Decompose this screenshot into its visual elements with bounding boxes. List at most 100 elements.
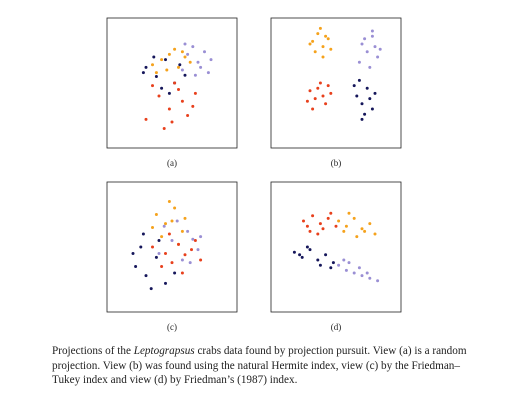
- point: [344, 224, 348, 228]
- point: [196, 248, 200, 252]
- point: [308, 248, 312, 252]
- point: [376, 279, 380, 283]
- point: [160, 86, 164, 90]
- point: [342, 229, 346, 233]
- point: [344, 268, 348, 272]
- figure: (a) (b) (c) (d): [106, 17, 402, 332]
- point: [160, 58, 164, 62]
- point: [308, 89, 312, 93]
- point: [177, 88, 180, 91]
- point: [191, 237, 195, 241]
- panel-frame: [106, 17, 238, 149]
- point: [370, 34, 374, 38]
- point: [151, 84, 154, 88]
- point: [329, 47, 333, 51]
- point: [365, 50, 369, 54]
- point: [180, 229, 184, 233]
- caption-text: Projections of the: [52, 345, 134, 357]
- point: [321, 94, 325, 98]
- point: [167, 232, 171, 236]
- point: [151, 63, 154, 67]
- point: [180, 258, 184, 262]
- point: [180, 50, 184, 54]
- point: [167, 52, 171, 56]
- point: [186, 229, 190, 233]
- point: [308, 229, 312, 233]
- point: [196, 60, 200, 64]
- point: [324, 34, 328, 38]
- point: [305, 99, 309, 103]
- point: [316, 258, 320, 262]
- point: [165, 68, 169, 72]
- point: [134, 265, 138, 268]
- point: [188, 261, 192, 265]
- point: [360, 274, 364, 278]
- point: [164, 222, 167, 226]
- point: [357, 60, 361, 64]
- point: [193, 73, 197, 77]
- point: [154, 213, 158, 216]
- point: [173, 271, 177, 275]
- point: [355, 94, 359, 98]
- point: [199, 258, 203, 262]
- point: [199, 65, 203, 69]
- point: [164, 281, 167, 285]
- point: [363, 37, 367, 41]
- point: [144, 65, 148, 69]
- point: [186, 114, 190, 117]
- point: [313, 50, 317, 54]
- point: [318, 26, 322, 30]
- point: [313, 97, 317, 101]
- caption: Projections of the Leptograpsus crabs da…: [52, 344, 470, 388]
- point: [321, 227, 325, 231]
- point: [175, 219, 179, 223]
- point: [183, 253, 187, 257]
- point: [131, 252, 135, 255]
- point: [368, 97, 372, 101]
- point: [203, 50, 206, 54]
- point: [329, 91, 333, 95]
- point: [355, 235, 359, 239]
- panel-frame: [270, 17, 402, 149]
- point: [167, 107, 171, 111]
- point: [368, 276, 372, 280]
- point: [363, 229, 367, 233]
- point: [152, 55, 156, 59]
- point: [191, 104, 195, 108]
- point: [368, 65, 372, 69]
- point: [337, 219, 341, 223]
- point: [324, 102, 328, 106]
- point: [154, 71, 158, 75]
- point: [206, 71, 210, 75]
- point: [193, 91, 197, 95]
- point: [305, 224, 309, 228]
- point: [151, 226, 154, 229]
- point: [316, 232, 320, 236]
- point: [311, 107, 315, 111]
- point: [318, 81, 322, 85]
- point: [360, 227, 364, 231]
- point: [316, 86, 320, 90]
- point: [324, 253, 328, 257]
- point: [188, 60, 192, 64]
- point: [305, 245, 309, 249]
- point: [373, 45, 377, 49]
- panel-label: (d): [331, 322, 342, 332]
- point: [326, 37, 330, 41]
- point: [300, 255, 304, 259]
- point: [167, 91, 171, 95]
- point: [326, 216, 330, 220]
- point: [157, 252, 161, 255]
- point: [183, 73, 187, 77]
- point: [321, 45, 325, 49]
- point: [352, 84, 356, 88]
- point: [141, 71, 145, 75]
- point: [311, 214, 315, 218]
- point: [334, 224, 338, 228]
- point: [180, 68, 184, 72]
- point: [357, 266, 361, 270]
- point: [370, 107, 374, 111]
- point: [170, 120, 174, 124]
- point: [292, 250, 296, 254]
- point: [352, 216, 356, 220]
